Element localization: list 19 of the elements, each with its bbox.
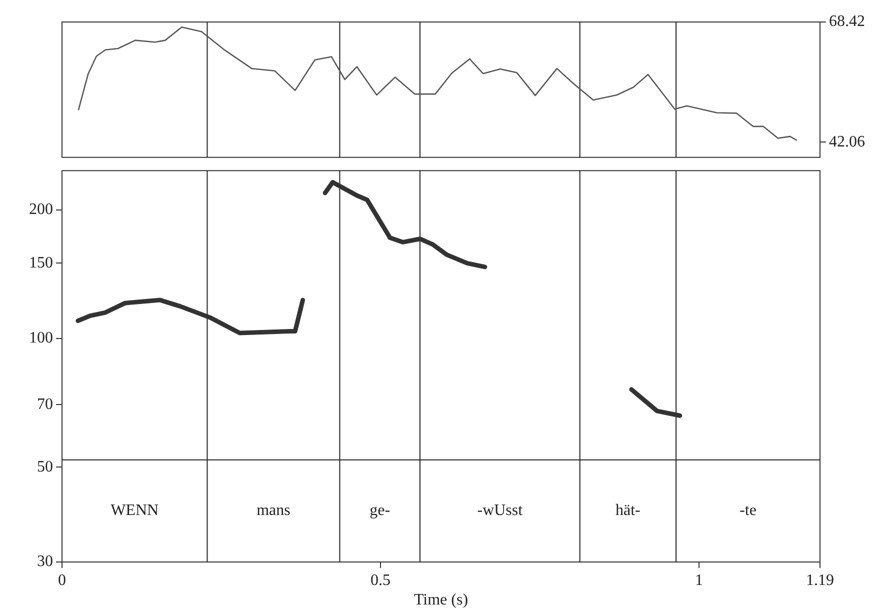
annotation: hät- xyxy=(616,502,640,520)
x-tick-label: 1 xyxy=(694,572,703,589)
annotation: -wUsst xyxy=(477,502,524,520)
y-tick-label: 150 xyxy=(29,254,53,272)
annotation: mans xyxy=(256,502,290,520)
x-axis-title: Time (s) xyxy=(414,592,468,609)
y-tick-label: 70 xyxy=(37,396,53,413)
y-tick-label: 50 xyxy=(37,458,53,476)
y2-tick-label: 68.42 xyxy=(829,13,865,30)
y-tick-label: 30 xyxy=(37,553,53,570)
annotation: -te xyxy=(740,502,756,520)
y-tick-label: 200 xyxy=(29,200,53,218)
y-tick-label: 100 xyxy=(29,330,53,347)
x-tick-label: 0.5 xyxy=(370,572,390,589)
annotation: WENN xyxy=(110,502,160,520)
annotation: ge- xyxy=(370,502,390,520)
y2-tick-label: 42.06 xyxy=(829,133,865,150)
x-tick-label: 1.19 xyxy=(806,572,834,589)
x-tick-label: 0 xyxy=(58,572,66,589)
